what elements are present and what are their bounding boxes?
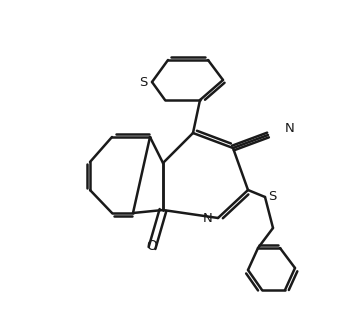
Text: S: S: [268, 191, 276, 204]
Text: O: O: [147, 239, 158, 253]
Text: N: N: [203, 211, 213, 225]
Text: S: S: [139, 75, 147, 88]
Text: N: N: [285, 121, 295, 134]
